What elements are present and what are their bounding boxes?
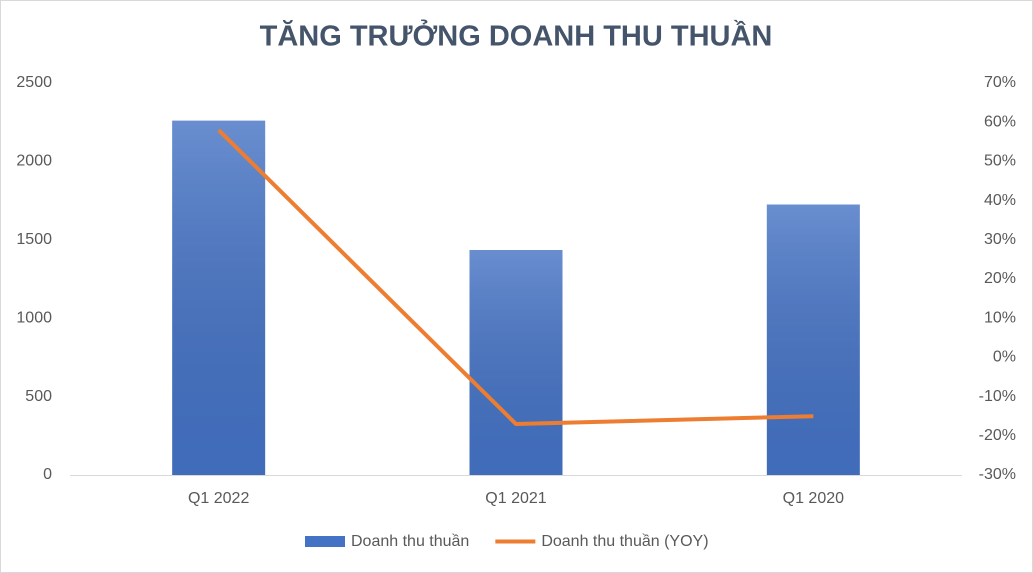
y-tick-label: 1500 [16,231,52,248]
x-tick-label: Q1 2022 [188,490,249,507]
y-tick-label: 1000 [16,309,52,326]
legend-swatch [305,536,345,547]
y2-tick-label: 40% [984,192,1016,209]
y-tick-label: 2500 [16,74,52,91]
y2-tick-label: 70% [984,74,1016,91]
y2-tick-label: -30% [979,466,1016,483]
legend-label: Doanh thu thuần [351,533,469,550]
bar [469,249,563,475]
y2-tick-label: 20% [984,270,1016,287]
y2-tick-label: 30% [984,231,1016,248]
y2-tick-label: 50% [984,153,1016,170]
y2-tick-label: -20% [979,427,1016,444]
y2-tick-label: 10% [984,309,1016,326]
bar [766,204,860,475]
y-tick-label: 500 [25,388,52,405]
x-tick-label: Q1 2021 [485,490,546,507]
y2-tick-label: 60% [984,113,1016,130]
chart-title: TĂNG TRƯỞNG DOANH THU THUẦN [260,19,773,53]
legend-label: Doanh thu thuần (YOY) [541,533,708,550]
line [217,128,814,427]
bar [172,120,266,475]
y2-tick-label: 0% [993,349,1016,366]
y-tick-label: 2000 [16,153,52,170]
x-tick-label: Q1 2020 [783,490,844,507]
y2-tick-label: -10% [979,388,1016,405]
y-tick-label: 0 [43,466,52,483]
